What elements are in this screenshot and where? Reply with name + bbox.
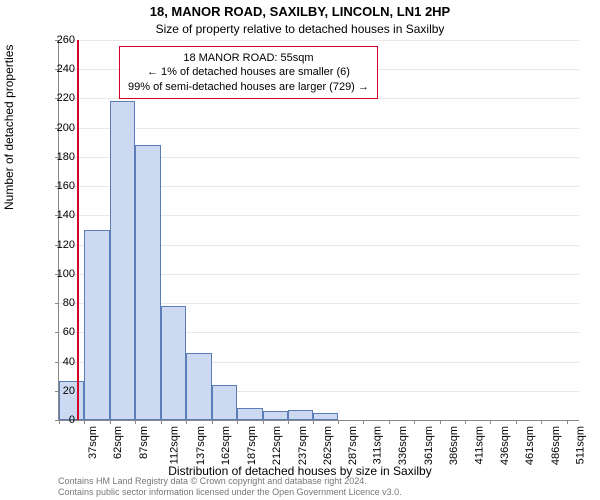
x-tick-label: 62sqm [112, 426, 124, 459]
x-tick [59, 420, 60, 424]
x-tick-label: 411sqm [473, 426, 485, 464]
annot-line: 99% of semi-detached houses are larger (… [128, 80, 369, 94]
histogram-bar [313, 413, 337, 420]
x-tick-label: 336sqm [397, 426, 409, 465]
x-tick-label: 237sqm [297, 426, 309, 465]
y-tick-label: 100 [57, 268, 75, 280]
x-tick [338, 420, 339, 424]
histogram-bar [186, 353, 211, 420]
histogram-bar [161, 306, 186, 420]
histogram-bar [110, 101, 135, 420]
x-tick [237, 420, 238, 424]
chart-container: 18, MANOR ROAD, SAXILBY, LINCOLN, LN1 2H… [0, 0, 600, 500]
chart-subtitle: Size of property relative to detached ho… [0, 22, 600, 36]
x-tick [212, 420, 213, 424]
footer-line-1: Contains HM Land Registry data © Crown c… [58, 476, 402, 487]
x-tick [541, 420, 542, 424]
y-tick-label: 0 [69, 414, 75, 426]
y-tick-label: 120 [57, 239, 75, 251]
gridline [59, 128, 579, 129]
x-tick [135, 420, 136, 424]
histogram-bar [212, 385, 237, 420]
annot-line: ← 1% of detached houses are smaller (6) [128, 65, 369, 79]
plot-area: 18 MANOR ROAD: 55sqm← 1% of detached hou… [58, 40, 579, 421]
x-tick [440, 420, 441, 424]
x-tick [288, 420, 289, 424]
x-tick [161, 420, 162, 424]
x-tick [567, 420, 568, 424]
x-tick [263, 420, 264, 424]
y-tick-label: 60 [63, 326, 75, 338]
x-tick [363, 420, 364, 424]
x-tick [84, 420, 85, 424]
x-tick-label: 486sqm [550, 426, 562, 465]
x-tick-label: 262sqm [322, 426, 334, 465]
x-tick-label: 511sqm [575, 426, 587, 464]
chart-title: 18, MANOR ROAD, SAXILBY, LINCOLN, LN1 2H… [0, 4, 600, 19]
y-tick [55, 303, 59, 304]
x-tick-label: 187sqm [246, 426, 258, 465]
reference-line [77, 40, 79, 420]
y-tick-label: 40 [63, 356, 75, 368]
y-axis-label: Number of detached properties [2, 45, 16, 210]
y-tick-label: 260 [57, 34, 75, 46]
histogram-bar [135, 145, 160, 420]
x-tick [414, 420, 415, 424]
x-tick-label: 112sqm [169, 426, 181, 464]
y-tick-label: 80 [63, 297, 75, 309]
x-tick-label: 87sqm [138, 426, 150, 459]
histogram-bar [263, 411, 288, 420]
annotation-box: 18 MANOR ROAD: 55sqm← 1% of detached hou… [119, 46, 378, 99]
footer-line-2: Contains public sector information licen… [58, 487, 402, 498]
y-tick-label: 200 [57, 122, 75, 134]
histogram-bar [237, 408, 262, 420]
y-tick-label: 180 [57, 151, 75, 163]
x-tick [490, 420, 491, 424]
y-tick-label: 160 [57, 180, 75, 192]
y-tick-label: 140 [57, 209, 75, 221]
histogram-bar [288, 410, 313, 420]
chart-footer: Contains HM Land Registry data © Crown c… [58, 476, 402, 498]
histogram-bar [84, 230, 109, 420]
x-tick-label: 37sqm [87, 426, 99, 459]
x-tick-label: 361sqm [423, 426, 435, 465]
y-tick-label: 20 [63, 385, 75, 397]
x-tick-label: 287sqm [348, 426, 360, 465]
x-tick [186, 420, 187, 424]
x-tick-label: 212sqm [271, 426, 283, 465]
x-tick-label: 137sqm [195, 426, 207, 465]
x-tick-label: 386sqm [448, 426, 460, 465]
x-tick-label: 162sqm [220, 426, 232, 465]
x-tick-label: 311sqm [371, 426, 383, 464]
y-tick-label: 220 [57, 92, 75, 104]
x-tick [110, 420, 111, 424]
x-tick-label: 436sqm [499, 426, 511, 465]
x-tick [389, 420, 390, 424]
y-tick [55, 362, 59, 363]
y-tick [55, 332, 59, 333]
gridline [59, 40, 579, 41]
annot-line: 18 MANOR ROAD: 55sqm [128, 51, 369, 65]
x-tick [516, 420, 517, 424]
x-tick [465, 420, 466, 424]
x-tick-label: 461sqm [525, 426, 537, 465]
y-tick-label: 240 [57, 63, 75, 75]
x-tick [313, 420, 314, 424]
